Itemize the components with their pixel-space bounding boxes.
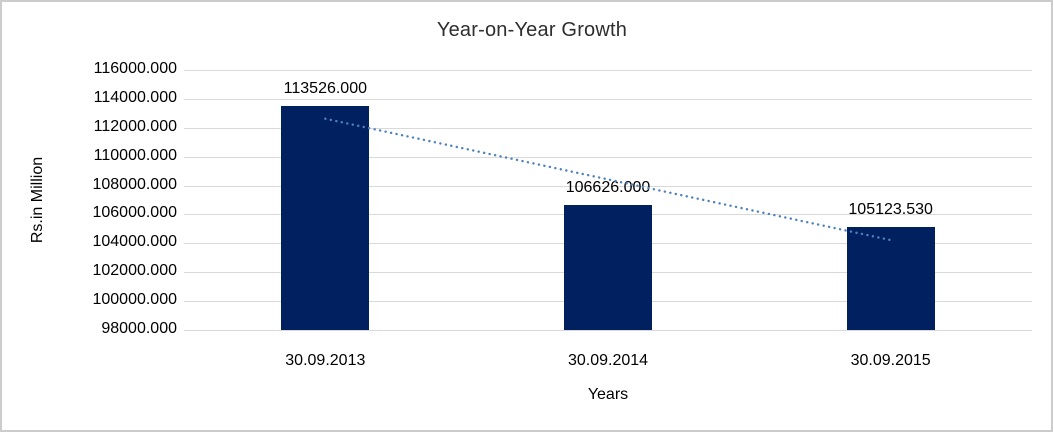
y-tick-label: 108000.000	[92, 175, 177, 193]
gridline	[184, 330, 1032, 331]
y-tick-label: 112000.000	[93, 117, 177, 135]
gridline	[184, 98, 1032, 100]
bar-data-label: 106626.000	[565, 179, 651, 197]
bar	[281, 105, 370, 330]
bar-data-label: 105123.530	[848, 201, 933, 219]
x-axis-title: Years	[587, 386, 629, 403]
x-tick-label: 30.09.2014	[567, 352, 649, 369]
bar	[564, 205, 652, 330]
y-tick-label: 102000.000	[92, 262, 177, 280]
y-tick-label: 98000.000	[101, 320, 177, 337]
y-tick-label: 100000.000	[92, 291, 177, 309]
y-axis-title: Rs.in Million	[29, 156, 46, 244]
gridline	[184, 70, 1032, 71]
y-tick-label: 114000.000	[93, 88, 177, 106]
y-tick-label: 106000.000	[92, 204, 177, 222]
chart-title: Year-on-Year Growth	[436, 19, 628, 41]
x-tick-label: 30.09.2015	[850, 352, 931, 369]
y-tick-label: 110000.000	[93, 146, 177, 164]
y-tick-label: 116000.000	[93, 60, 177, 77]
y-tick-label: 104000.000	[92, 233, 177, 251]
bar	[846, 227, 935, 330]
bar-data-label: 113526.000	[283, 79, 367, 97]
x-tick-label: 30.09.2013	[285, 352, 366, 369]
